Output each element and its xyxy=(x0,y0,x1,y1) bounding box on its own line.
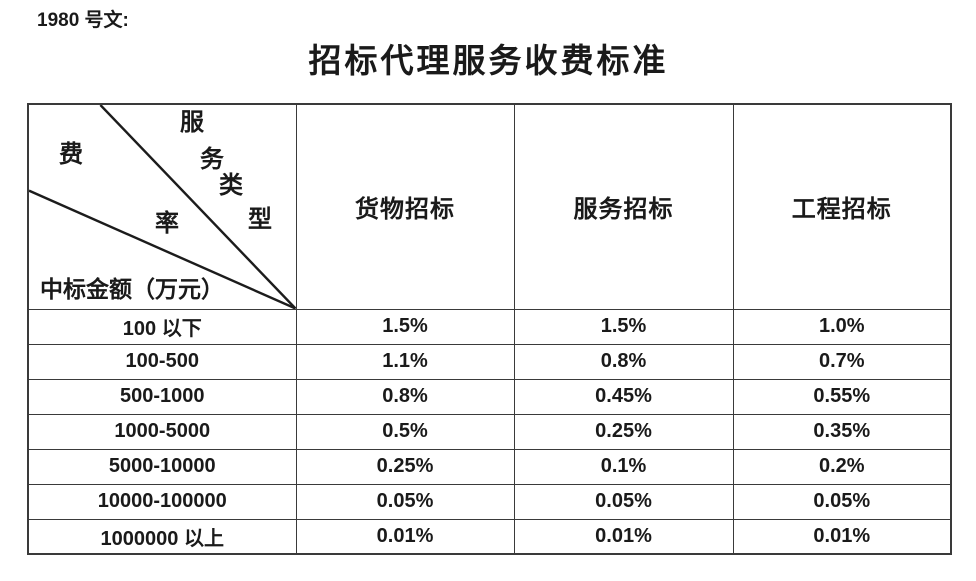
fee-value: 0.8% xyxy=(513,343,734,380)
fee-value: 0.01% xyxy=(732,518,952,555)
row-label: 100-500 xyxy=(27,343,297,380)
fee-value: 0.35% xyxy=(732,413,952,450)
table-header-row: 服 费 务 类 率 型 中标金额（万元） 货物招标 服务招标 工程招标 xyxy=(27,103,952,310)
fee-value: 0.5% xyxy=(295,413,515,450)
fee-value: 1.1% xyxy=(295,343,515,380)
corner-fee-rate-char: 率 xyxy=(155,211,179,237)
fee-value: 0.05% xyxy=(732,483,952,520)
corner-row-axis-label: 中标金额（万元） xyxy=(40,277,224,302)
table-row: 1000-5000 0.5% 0.25% 0.35% xyxy=(27,413,952,450)
fee-value: 1.5% xyxy=(295,308,515,345)
fee-value: 1.0% xyxy=(732,308,952,345)
fee-value: 0.8% xyxy=(295,378,515,415)
row-label: 1000-5000 xyxy=(27,413,297,450)
table-row: 1000000 以上 0.01% 0.01% 0.01% xyxy=(27,518,952,555)
diagonal-divider-lines xyxy=(29,105,295,308)
column-header-services: 服务招标 xyxy=(513,103,734,310)
fee-value: 1.5% xyxy=(513,308,734,345)
row-label: 100 以下 xyxy=(27,308,297,345)
table-row: 500-1000 0.8% 0.45% 0.55% xyxy=(27,378,952,415)
row-label: 1000000 以上 xyxy=(27,518,297,555)
page-title: 招标代理服务收费标准 xyxy=(308,44,669,80)
column-header-goods: 货物招标 xyxy=(295,103,515,310)
corner-service-type-char: 类 xyxy=(219,173,243,199)
fee-value: 0.45% xyxy=(513,378,734,415)
fee-table: 服 费 务 类 率 型 中标金额（万元） 货物招标 服务招标 工程招标 100 … xyxy=(27,103,952,555)
table-row: 10000-100000 0.05% 0.05% 0.05% xyxy=(27,483,952,520)
fee-value: 0.25% xyxy=(513,413,734,450)
fee-value: 0.01% xyxy=(513,518,734,555)
table-row: 100-500 1.1% 0.8% 0.7% xyxy=(27,343,952,380)
table-row: 100 以下 1.5% 1.5% 1.0% xyxy=(27,308,952,345)
fee-value: 0.05% xyxy=(295,483,515,520)
fee-value: 0.2% xyxy=(732,448,952,485)
fee-value: 0.25% xyxy=(295,448,515,485)
row-label: 500-1000 xyxy=(27,378,297,415)
corner-service-type-char: 务 xyxy=(200,147,224,173)
fee-value: 0.05% xyxy=(513,483,734,520)
corner-fee-rate-char: 费 xyxy=(59,142,83,168)
table-corner-cell: 服 费 务 类 率 型 中标金额（万元） xyxy=(27,103,297,310)
fee-value: 0.7% xyxy=(732,343,952,380)
corner-service-type-char: 服 xyxy=(180,110,204,136)
column-header-engineering: 工程招标 xyxy=(732,103,952,310)
corner-service-type-char: 型 xyxy=(248,207,272,233)
fee-value: 0.01% xyxy=(295,518,515,555)
doc-ref: 1980 号文: xyxy=(37,10,129,31)
row-label: 5000-10000 xyxy=(27,448,297,485)
fee-value: 0.1% xyxy=(513,448,734,485)
row-label: 10000-100000 xyxy=(27,483,297,520)
table-row: 5000-10000 0.25% 0.1% 0.2% xyxy=(27,448,952,485)
fee-value: 0.55% xyxy=(732,378,952,415)
